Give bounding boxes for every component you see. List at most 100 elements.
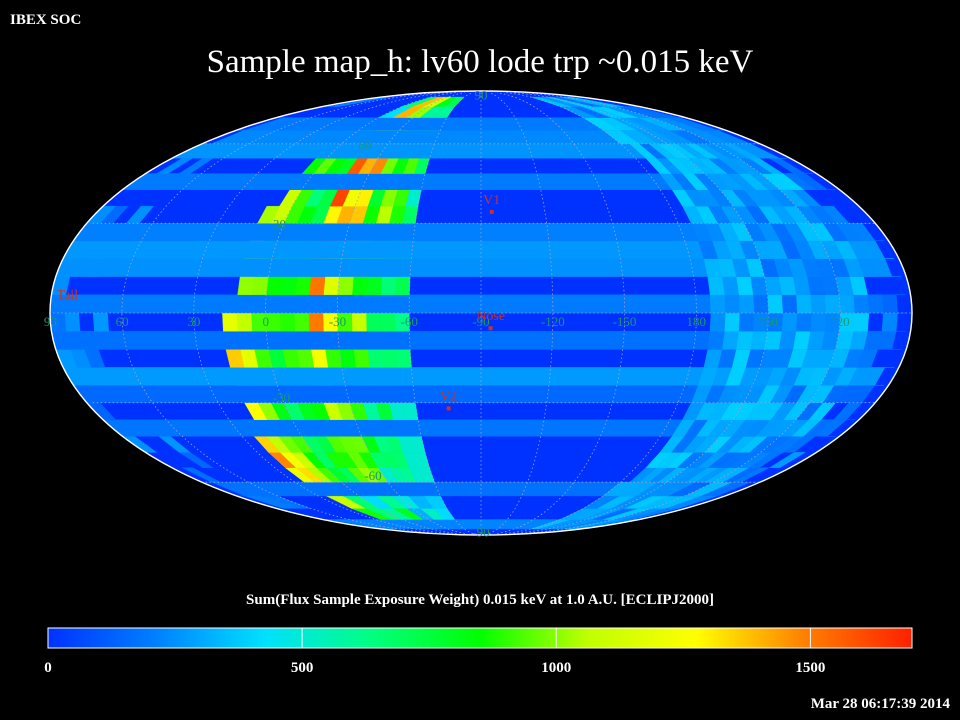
flux-pixel (337, 276, 354, 295)
flux-pixel (750, 331, 768, 350)
flux-pixel (380, 312, 396, 332)
sky-map: 90 60 30 -30 -60 -90 60 30 0 -30 -60 -90 -120 -150 180… (44, 88, 913, 540)
flux-pixel (280, 276, 298, 295)
flux-pixel (738, 294, 755, 314)
longitude-gridline (505, 92, 697, 534)
flux-pixel (735, 331, 754, 350)
latitude-label: 30 (273, 216, 286, 231)
flux-pixel (236, 312, 253, 332)
longitude-label: -30 (329, 314, 346, 329)
longitude-gridline (265, 92, 457, 534)
marker-label-v1: V1 (483, 193, 500, 208)
longitude-label: 0 (262, 314, 269, 329)
flux-pixel (308, 312, 324, 332)
flux-pixel (64, 312, 81, 332)
flux-pixels (50, 96, 908, 530)
flux-pixel (721, 276, 739, 295)
flux-pixel (810, 312, 827, 332)
longitude-label: -120 (541, 314, 565, 329)
flux-pixel (293, 312, 310, 332)
longitude-label: 90 (44, 314, 57, 329)
flux-pixel (339, 349, 356, 368)
flux-pixel (294, 276, 312, 295)
grid-labels: 90 60 30 -30 -60 -90 60 30 0 -30 -60 -90 -120 -150 180… (44, 88, 850, 540)
marker-point (489, 209, 494, 214)
flux-pixel (709, 312, 726, 332)
colorbar-tick-label: 1500 (795, 660, 825, 676)
flux-pixel (750, 276, 768, 295)
longitude-label: 30 (187, 314, 200, 329)
flux-pixel (752, 294, 769, 314)
latitude-label: -30 (273, 390, 290, 405)
flux-pixel (381, 349, 398, 368)
marker-label-nose: Nose (476, 309, 505, 324)
colorbar-ticks: 0 500 1000 1500 (44, 628, 825, 676)
timestamp: Mar 28 06:17:39 2014 (811, 696, 951, 712)
flux-pixel (279, 312, 296, 332)
flux-pixel (781, 312, 798, 332)
flux-pixel (881, 312, 898, 332)
flux-pixel (795, 312, 812, 332)
latitude-label: -90 (472, 524, 489, 539)
flux-pixel (824, 294, 841, 314)
flux-pixel (380, 276, 397, 295)
flux-pixel (182, 467, 221, 483)
flux-pixel (735, 276, 754, 295)
map-markers: V1 Nose V2 Tail (57, 193, 505, 411)
flux-pixel (365, 312, 382, 332)
latitude-label: 60 (358, 137, 371, 152)
colorbar-tick-label: 1000 (541, 660, 571, 676)
flux-pixel (867, 294, 884, 314)
flux-pixel (237, 276, 255, 295)
flux-pixel (395, 349, 412, 368)
flux-pixel (265, 276, 283, 295)
longitude-label: 60 (116, 314, 129, 329)
org-label: IBEX SOC (10, 12, 81, 28)
longitude-label: 120 (830, 314, 850, 329)
flux-pixel (394, 276, 411, 295)
flux-pixel (724, 294, 740, 314)
colorbar-label: Sum(Flux Sample Exposure Weight) 0.015 k… (246, 592, 714, 608)
flux-pixel (92, 312, 109, 332)
flux-pixel (353, 349, 370, 368)
longitude-label: -60 (401, 314, 418, 329)
marker-point (488, 326, 493, 331)
colorbar (47, 627, 913, 649)
flux-pixel (724, 312, 740, 332)
flux-pixel (251, 276, 269, 295)
flux-pixel (709, 294, 726, 314)
coordinate-grid (53, 92, 911, 534)
flux-pixel (795, 294, 812, 314)
latitude-label: -60 (364, 468, 381, 483)
flux-pixel (707, 276, 725, 295)
flux-pixel (351, 276, 368, 295)
flux-pixel (351, 312, 367, 332)
flux-pixel (308, 276, 326, 295)
flux-pixel (366, 276, 383, 295)
flux-pixel (707, 331, 725, 350)
longitude-gridline (488, 92, 554, 534)
map-title: Sample map_h: lv60 lode trp ~0.015 keV (207, 44, 754, 80)
flux-pixel (853, 312, 870, 332)
longitude-gridline (408, 92, 474, 534)
map-outline (49, 90, 913, 536)
flux-pixel (367, 349, 384, 368)
longitude-label: -90 (472, 314, 489, 329)
colorbar-tick-label: 0 (44, 660, 52, 676)
marker-label-v2: V2 (440, 389, 457, 404)
flux-pixel (721, 331, 739, 350)
flux-pixel (323, 276, 340, 295)
colorbar-tick-label: 500 (291, 660, 314, 676)
flux-pixel (781, 294, 798, 314)
marker-label-tail: Tail (57, 288, 79, 303)
flux-pixel (853, 294, 870, 314)
longitude-label: 180 (687, 314, 707, 329)
longitude-label: 150 (758, 314, 778, 329)
longitude-gridline (513, 92, 769, 534)
flux-pixel (738, 312, 755, 332)
flux-pixel (222, 312, 238, 332)
flux-pixel (767, 294, 783, 314)
latitude-label: 90 (475, 88, 488, 103)
